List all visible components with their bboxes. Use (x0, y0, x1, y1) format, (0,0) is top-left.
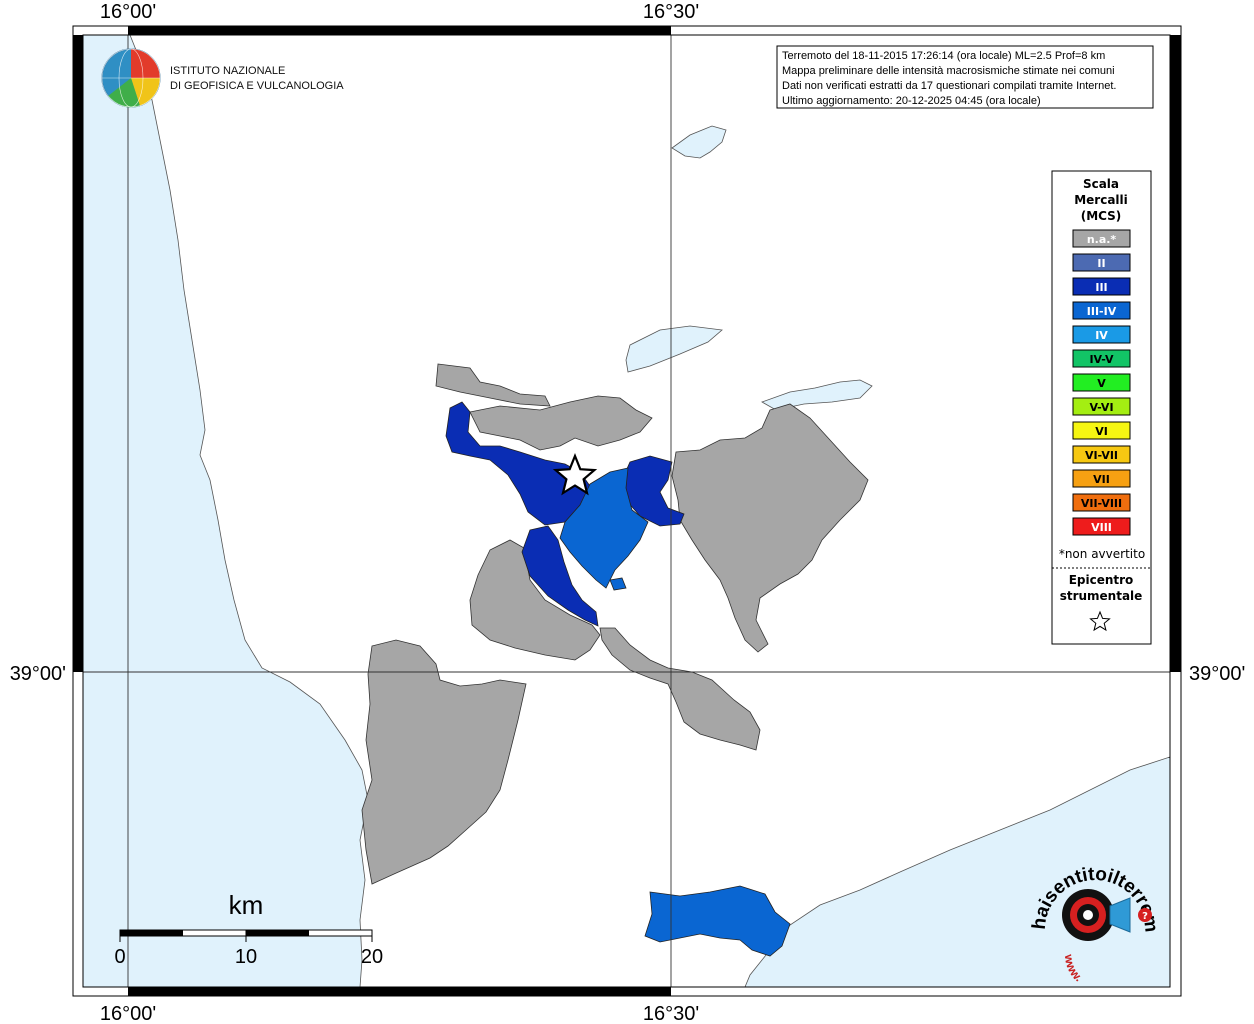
lake-east (761, 379, 873, 411)
legend-label: IV (1095, 329, 1108, 342)
legend-swatch (1072, 445, 1131, 464)
epicenter-star-icon (552, 453, 598, 496)
legend: Scala Mercalli (MCS) n.a.*IIIIIIII-IVIVI… (1051, 170, 1152, 645)
coord-left-lat: 39°00' (10, 663, 66, 685)
legend-title-3: (MCS) (1081, 209, 1122, 223)
scale-tick-10: 10 (235, 946, 257, 968)
hsit-megaphone-icon (1109, 897, 1131, 933)
legend-label: VII-VIII (1081, 497, 1122, 510)
hsit-question-icon (1138, 908, 1152, 922)
legend-items: n.a.*IIIIIIII-IVIVIV-VVV-VIVIVI-VIIVIIVI… (1072, 229, 1131, 536)
legend-label: VII (1093, 473, 1110, 486)
ionian-sea (744, 756, 1170, 987)
coord-top-right: 16°30' (643, 1, 699, 23)
info-line2: Mappa preliminare delle intensità macros… (782, 65, 1115, 77)
legend-label: III (1095, 281, 1107, 294)
info-line4: Ultimo aggiornamento: 20-12-2025 04:45 (… (782, 95, 1041, 107)
map-area (83, 35, 1170, 987)
coord-right-lat: 39°00' (1189, 663, 1245, 685)
legend-swatch (1072, 349, 1131, 368)
institute-line1: ISTITUTO NAZIONALE (170, 65, 285, 77)
legend-swatch (1072, 373, 1131, 392)
legend-swatch (1072, 253, 1131, 272)
scale-tick-0: 0 (114, 946, 125, 968)
legend-label: VI-VII (1085, 449, 1118, 462)
ingv-logo: ISTITUTO NAZIONALE DI GEOFISICA E VULCAN… (101, 48, 344, 108)
legend-label: V (1097, 377, 1106, 390)
legend-label: VIII (1091, 521, 1112, 534)
legend-epicenter-1: Epicentro (1069, 573, 1134, 587)
legend-epicenter-2: strumentale (1060, 589, 1143, 603)
scale-unit: km (229, 890, 264, 920)
legend-swatch (1072, 277, 1131, 296)
scale-tick-20: 20 (361, 946, 383, 968)
coord-bottom-right: 16°30' (643, 1003, 699, 1024)
municipalities-intensity-III-IV (559, 467, 791, 957)
legend-label: III-IV (1087, 305, 1117, 318)
legend-swatch (1072, 421, 1131, 440)
lake-north (671, 125, 727, 159)
graticule (83, 35, 1170, 987)
legend-swatch (1072, 229, 1131, 248)
lake-middle (625, 325, 723, 373)
legend-title-1: Scala (1083, 177, 1119, 191)
map-frame (72, 25, 1182, 997)
legend-label: V-VI (1089, 401, 1113, 414)
legend-swatch (1072, 325, 1131, 344)
legend-swatch (1072, 493, 1131, 512)
info-line1: Terremoto del 18-11-2015 17:26:14 (ora l… (782, 50, 1105, 62)
info-box: Terremoto del 18-11-2015 17:26:14 (ora l… (776, 45, 1154, 109)
legend-label: n.a.* (1087, 233, 1117, 246)
legend-label: II (1097, 257, 1105, 270)
svg-text:?: ? (1142, 911, 1148, 922)
legend-title-2: Mercalli (1074, 193, 1128, 207)
legend-swatch (1072, 397, 1131, 416)
legend-label: VI (1095, 425, 1108, 438)
legend-swatch (1072, 301, 1131, 320)
coord-bottom-left: 16°00' (100, 1003, 156, 1024)
legend-star-icon (1089, 610, 1111, 632)
legend-swatch (1072, 469, 1131, 488)
scale-bar: km 0 10 20 (114, 890, 383, 968)
municipalities-not-felt (361, 363, 869, 885)
legend-label: IV-V (1089, 353, 1114, 366)
tyrrhenian-sea (83, 35, 369, 987)
municipalities-intensity-III (445, 401, 685, 627)
institute-line2: DI GEOFISICA E VULCANOLOGIA (170, 80, 344, 92)
coord-top-left: 16°00' (100, 1, 156, 23)
info-line3: Dati non verificati estratti da 17 quest… (782, 80, 1116, 92)
legend-note: *non avvertito (1059, 547, 1145, 561)
legend-swatch (1072, 517, 1131, 536)
